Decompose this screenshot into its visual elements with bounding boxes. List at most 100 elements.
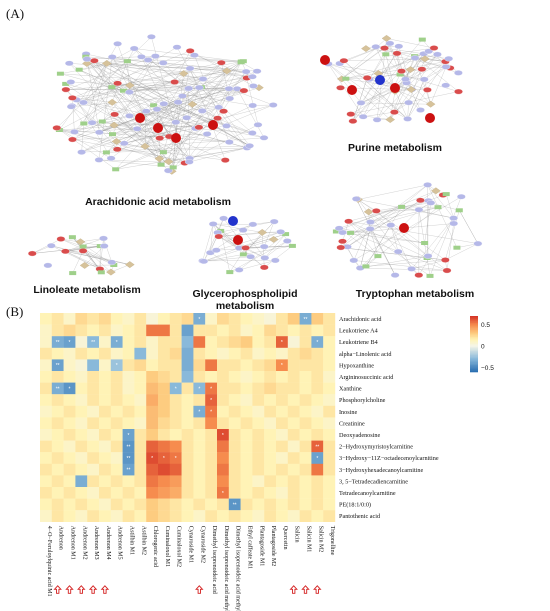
network-edge	[156, 109, 196, 129]
heatmap-row-label: Pantothenic acid	[339, 513, 381, 520]
network-edge	[159, 118, 218, 159]
network-node	[405, 66, 416, 73]
heatmap-cell	[205, 417, 218, 430]
heatmap-cell	[276, 440, 288, 453]
network-node	[414, 272, 424, 278]
colorbar-step	[470, 330, 478, 332]
heatmap-cell	[169, 452, 182, 464]
heatmap-cell	[75, 359, 88, 372]
colorbar-step	[470, 317, 478, 320]
network-node	[406, 86, 417, 93]
network-node	[68, 235, 76, 240]
network-edge	[401, 206, 454, 219]
heatmap-cell	[75, 487, 88, 499]
network-edge	[72, 250, 84, 274]
heatmap-cell	[169, 417, 182, 430]
heatmap-column-label: Astilbin M2	[140, 526, 146, 555]
significance-mark: *	[281, 363, 283, 369]
heatmap-cell	[51, 498, 64, 511]
heatmap-cell	[181, 475, 194, 488]
network-edge	[264, 233, 286, 259]
network-node	[112, 167, 120, 172]
heatmap-cell	[158, 371, 170, 383]
significance-mark: **	[127, 444, 131, 450]
heatmap-cell	[240, 452, 253, 464]
heatmap-cell	[169, 440, 182, 453]
network-edge	[408, 58, 426, 103]
heatmap-cell	[264, 417, 277, 430]
network-edge	[216, 231, 281, 251]
heatmap-cell	[75, 336, 88, 348]
heatmap-cell	[252, 475, 265, 488]
network-edge	[339, 228, 448, 271]
network-node	[172, 44, 182, 50]
network-node	[380, 45, 389, 51]
heatmap-cell	[311, 359, 324, 372]
network-edge	[358, 184, 428, 200]
heatmap-cell	[264, 405, 277, 418]
network-edge	[210, 223, 214, 253]
network-node	[79, 262, 90, 269]
network-node	[282, 232, 290, 237]
heatmap-cell	[252, 452, 265, 464]
heatmap-cell	[264, 440, 277, 453]
network-edge	[353, 260, 448, 271]
heatmap-cell	[228, 463, 241, 476]
network-hub-node	[399, 223, 409, 233]
network-node	[120, 88, 127, 93]
heatmap-cell	[205, 487, 218, 499]
heatmap-cell	[217, 382, 229, 395]
network-edge	[71, 106, 84, 124]
heatmap-column-label: Dimethyl isoprenoideic acid	[211, 526, 217, 594]
network-edge	[91, 63, 107, 123]
significance-mark: *	[222, 433, 224, 439]
heatmap-cell	[110, 440, 123, 453]
heatmap-row-label: Inosine	[339, 409, 357, 416]
heatmap-cell	[134, 324, 147, 337]
network-edge	[217, 221, 275, 233]
network-node	[108, 85, 116, 90]
heatmap-cell	[40, 394, 52, 406]
heatmap-cell	[63, 440, 76, 453]
heatmap-cell	[299, 405, 312, 418]
network-edge	[213, 223, 263, 233]
heatmap-cell	[122, 440, 135, 453]
colorbar-step	[470, 365, 478, 367]
network-node	[253, 122, 263, 128]
heatmap-cell	[323, 429, 336, 441]
colorbar-step	[470, 363, 478, 366]
colorbar-step	[470, 342, 478, 345]
heatmap-cell	[299, 417, 312, 430]
heatmap-cell	[299, 394, 312, 406]
heatmap-row-label: PE(18:1/0:0)	[339, 502, 371, 509]
network-edge	[360, 228, 371, 269]
heatmap-cell	[134, 463, 147, 476]
network-node	[449, 220, 459, 227]
heatmap-cell	[299, 440, 312, 453]
network-node	[178, 70, 189, 77]
network-node	[371, 44, 381, 50]
heatmap-cell	[217, 394, 229, 406]
network-node	[426, 273, 434, 278]
heatmap-cell	[228, 359, 241, 372]
heatmap-cell	[299, 359, 312, 372]
heatmap-cell	[75, 324, 88, 337]
heatmap-cell	[158, 382, 170, 395]
heatmap-cell	[311, 336, 324, 348]
significance-mark: *	[151, 456, 153, 462]
heatmap-cell	[51, 336, 64, 348]
network-node	[346, 111, 356, 117]
network-node	[125, 89, 134, 95]
heatmap-cell	[323, 452, 336, 464]
network-edge	[243, 232, 263, 255]
network-node	[454, 88, 463, 95]
heatmap-cell	[240, 382, 253, 395]
heatmap-cell	[146, 347, 159, 360]
network-edge	[76, 99, 112, 159]
heatmap-column-label: Astilbin M1	[129, 526, 135, 555]
heatmap-cell	[87, 371, 100, 383]
network-edge	[56, 127, 185, 164]
network-node	[361, 45, 371, 52]
heatmap-cell	[193, 463, 206, 476]
colorbar-step	[470, 349, 478, 352]
